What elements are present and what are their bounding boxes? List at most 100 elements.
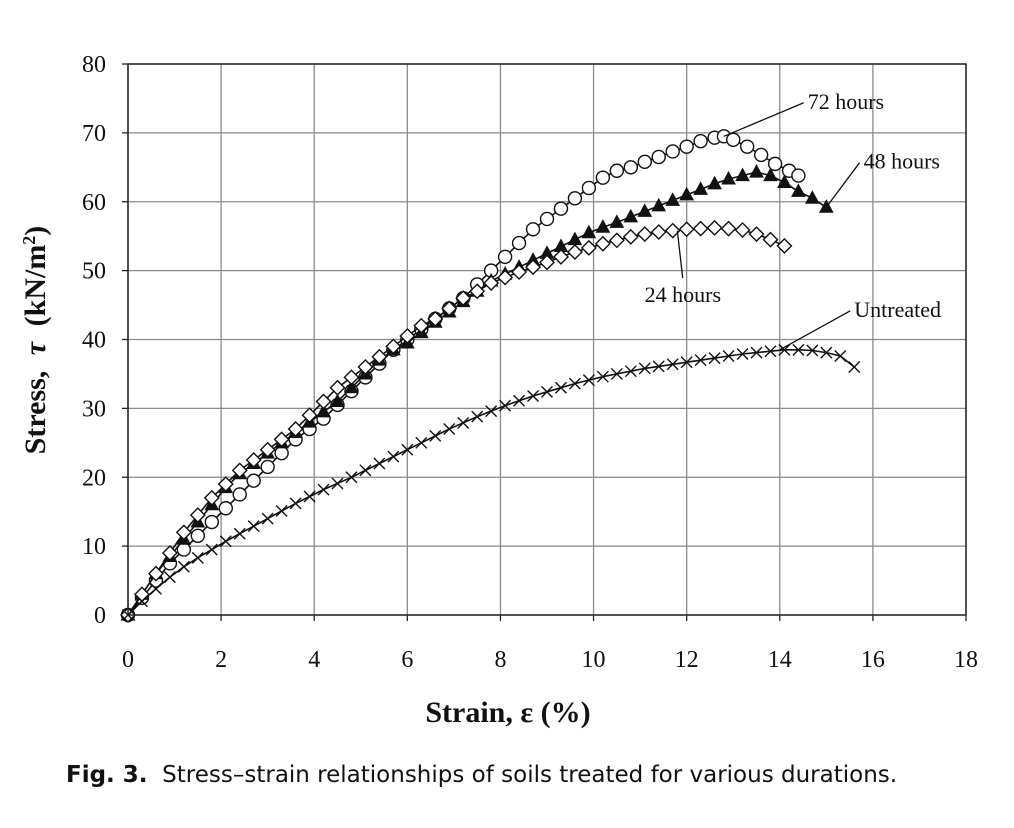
- data-point-24-hours: [203, 489, 220, 506]
- data-point-untreated: [373, 457, 386, 470]
- data-point-48-hours: [749, 164, 764, 178]
- data-point-72-hours: [739, 139, 755, 154]
- data-point-untreated: [513, 394, 526, 407]
- y-axis-title-sup: 2: [19, 236, 39, 245]
- data-point-24-hours: [748, 226, 765, 243]
- data-point-untreated: [680, 356, 693, 369]
- data-point-untreated: [415, 436, 428, 449]
- annotation-24-hours: 24 hours: [645, 282, 721, 307]
- data-point-72-hours: [525, 222, 541, 237]
- data-point-72-hours: [232, 487, 247, 502]
- data-point-72-hours: [246, 473, 261, 488]
- data-point-untreated: [694, 354, 707, 367]
- data-point-48-hours: [791, 183, 806, 197]
- y-tick-label: 60: [82, 190, 106, 216]
- data-point-72-hours: [274, 445, 289, 461]
- data-point-untreated: [331, 477, 344, 490]
- x-tick-label: 4: [308, 647, 320, 673]
- y-axis-title-symbol: τ: [19, 340, 52, 355]
- data-point-24-hours: [231, 462, 248, 479]
- annotation-72-hours: 72 hours: [808, 89, 884, 114]
- data-point-untreated: [177, 560, 190, 573]
- leader-line-untreated: [779, 310, 851, 351]
- data-point-untreated: [191, 551, 204, 564]
- leader-line-72-hours: [723, 102, 804, 137]
- data-point-72-hours: [553, 201, 569, 216]
- data-point-untreated: [596, 370, 609, 383]
- annotation-48-hours: 48 hours: [864, 149, 940, 174]
- data-point-untreated: [708, 352, 721, 365]
- data-point-24-hours: [469, 283, 486, 300]
- caption-text: Stress–strain relationships of soils tre…: [162, 762, 898, 788]
- data-point-72-hours: [218, 501, 233, 516]
- data-point-24-hours: [525, 259, 542, 276]
- data-point-72-hours: [651, 149, 666, 165]
- data-point-24-hours: [511, 264, 528, 280]
- data-point-24-hours: [161, 545, 178, 562]
- data-point-24-hours: [343, 369, 360, 386]
- data-point-72-hours: [595, 170, 611, 185]
- data-point-48-hours: [693, 181, 708, 195]
- data-point-48-hours: [637, 203, 653, 217]
- figure-caption: Fig. 3. Stress–strain relationships of s…: [66, 762, 897, 788]
- y-axis-title-prefix: Stress,: [19, 371, 52, 455]
- data-point-untreated: [568, 377, 581, 390]
- data-point-24-hours: [287, 421, 304, 438]
- data-point-24-hours: [706, 219, 723, 236]
- data-point-24-hours: [413, 317, 430, 334]
- data-point-24-hours: [455, 290, 472, 307]
- data-point-24-hours: [175, 524, 192, 541]
- data-point-72-hours: [726, 132, 741, 147]
- data-point-untreated: [624, 365, 637, 378]
- plot-border: [127, 63, 967, 616]
- data-point-24-hours: [776, 237, 793, 254]
- y-tick-labels: 0 10 20 30 40 50 60 70 80: [82, 52, 106, 629]
- data-point-24-hours: [664, 222, 681, 239]
- data-point-48-hours: [651, 197, 667, 212]
- annotations: 72 hours 48 hours 24 hours Untreated: [645, 89, 941, 351]
- data-point-48-hours: [609, 214, 625, 228]
- data-point-24-hours: [650, 224, 667, 241]
- leader-line-24-hours: [676, 230, 684, 279]
- data-point-48-hours: [777, 174, 792, 188]
- leader-line-48-hours: [825, 162, 861, 208]
- data-point-24-hours: [273, 431, 290, 448]
- data-point-untreated: [554, 381, 567, 394]
- data-point-untreated: [317, 483, 330, 496]
- data-point-untreated: [806, 344, 819, 357]
- data-point-untreated: [303, 490, 316, 503]
- data-point-untreated: [135, 595, 148, 608]
- data-point-48-hours: [707, 175, 722, 190]
- data-point-untreated: [485, 405, 498, 418]
- data-point-72-hours: [567, 191, 583, 206]
- data-point-untreated: [345, 471, 358, 484]
- data-point-untreated: [541, 385, 553, 398]
- data-point-24-hours: [357, 359, 374, 376]
- data-point-72-hours: [204, 514, 220, 530]
- x-tick-label: 2: [215, 647, 227, 673]
- y-axis-title-close: ): [19, 226, 52, 236]
- data-point-72-hours: [679, 139, 694, 154]
- data-point-24-hours: [692, 220, 709, 237]
- data-point-72-hours: [623, 160, 638, 175]
- series-24-hours: [120, 219, 793, 623]
- data-point-24-hours: [566, 244, 583, 261]
- data-point-untreated: [443, 423, 456, 436]
- data-point-72-hours: [753, 147, 769, 163]
- data-point-72-hours: [609, 163, 625, 178]
- data-point-24-hours: [329, 379, 346, 396]
- data-point-24-hours: [427, 310, 444, 327]
- data-point-untreated: [736, 347, 749, 360]
- data-point-untreated: [149, 582, 162, 595]
- data-point-untreated: [275, 505, 288, 517]
- data-point-24-hours: [147, 565, 164, 582]
- data-point-48-hours: [330, 393, 345, 407]
- data-point-24-hours: [580, 239, 597, 256]
- data-point-untreated: [764, 345, 777, 358]
- series-group: [120, 129, 861, 623]
- data-point-72-hours: [791, 168, 806, 183]
- data-point-72-hours: [190, 528, 206, 543]
- y-axis-title: Stress, τ (kN/m2): [19, 226, 52, 455]
- data-point-untreated: [247, 520, 260, 533]
- data-point-untreated: [638, 362, 651, 375]
